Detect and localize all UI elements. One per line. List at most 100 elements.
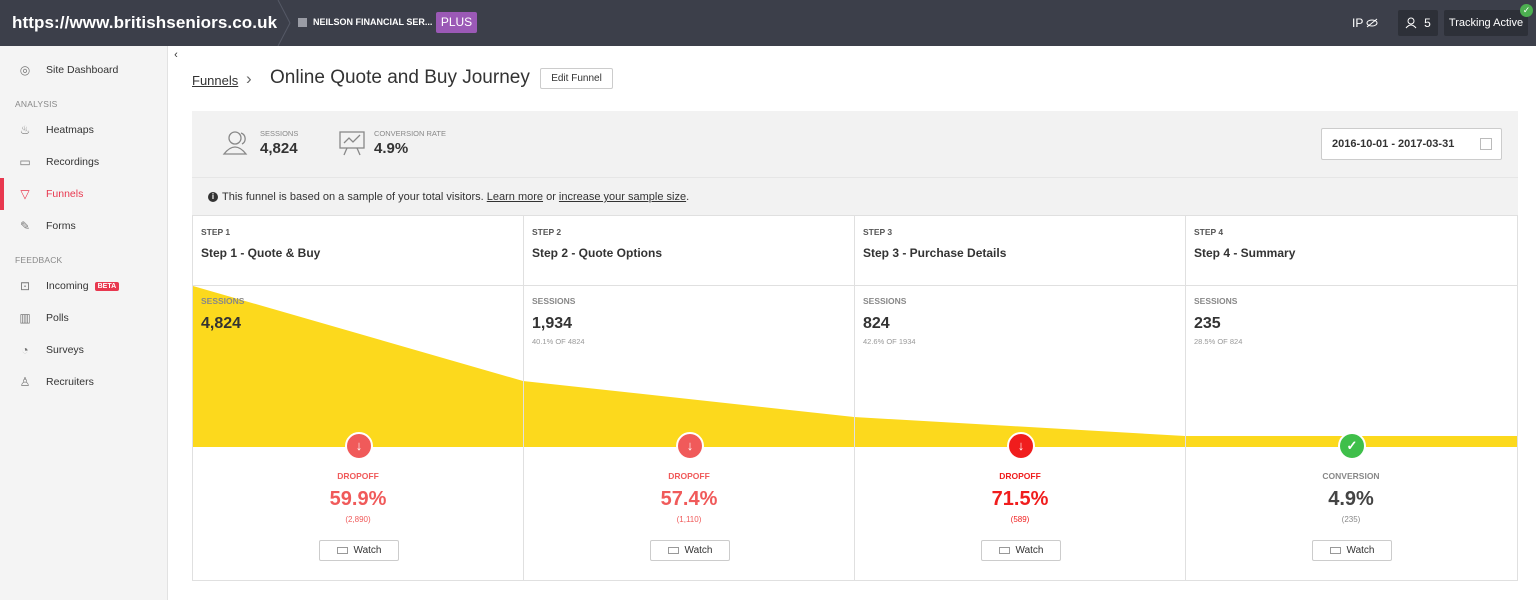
sessions-value: 824 bbox=[863, 315, 890, 332]
step-name: Step 2 - Quote Options bbox=[532, 246, 663, 260]
funnel-chart: STEP 1 Step 1 - Quote & Buy SESSIONS 4,8… bbox=[192, 215, 1518, 581]
watch-label: Watch bbox=[1015, 545, 1044, 556]
summary-bar: SESSIONS 4,824 CONVERSION RATE 4.9% bbox=[192, 111, 1518, 177]
sidebar-item-heatmaps[interactable]: ♨ Heatmaps bbox=[0, 114, 168, 146]
sample-notice-text: This funnel is based on a sample of your… bbox=[222, 191, 484, 203]
sessions-value: 235 bbox=[1194, 315, 1221, 332]
form-edit-icon: ✎ bbox=[19, 219, 31, 233]
sidebar-item-incoming[interactable]: ⊡ Incoming BETA bbox=[0, 270, 168, 302]
page-title: Online Quote and Buy Journey bbox=[270, 67, 530, 88]
eye-slash-icon bbox=[1366, 18, 1378, 28]
sidebar-item-label: Surveys bbox=[46, 344, 84, 356]
sidebar-item-polls[interactable]: ▥ Polls bbox=[0, 302, 168, 334]
sidebar: ◎ Site Dashboard ANALYSIS ♨ Heatmaps ▭ R… bbox=[0, 46, 168, 600]
edit-funnel-button[interactable]: Edit Funnel bbox=[540, 68, 613, 89]
user-icon: ♙ bbox=[19, 375, 31, 389]
sidebar-item-label: Funnels bbox=[46, 188, 84, 200]
sessions-value: 4,824 bbox=[260, 140, 298, 157]
sidebar-item-label: Incoming bbox=[46, 280, 89, 292]
conversion-count: (235) bbox=[1341, 515, 1361, 524]
info-icon: i bbox=[208, 192, 218, 202]
sessions-value: 4,824 bbox=[201, 315, 242, 332]
check-icon: ✓ bbox=[1338, 432, 1366, 460]
sidebar-item-dashboard[interactable]: ◎ Site Dashboard bbox=[0, 54, 168, 86]
camera-icon: ▭ bbox=[19, 155, 31, 169]
sessions-label: SESSIONS bbox=[532, 296, 576, 306]
watch-button[interactable]: Watch bbox=[1312, 540, 1392, 561]
sidebar-item-recordings[interactable]: ▭ Recordings bbox=[0, 146, 168, 178]
sidebar-item-surveys[interactable]: ◔ Surveys bbox=[0, 334, 168, 366]
sidebar-item-forms[interactable]: ✎ Forms bbox=[0, 210, 168, 242]
inbox-icon: ⊡ bbox=[19, 279, 31, 293]
watch-button[interactable]: Watch bbox=[650, 540, 730, 561]
step-divider bbox=[854, 216, 855, 580]
conversion-percent: 4.9% bbox=[1328, 488, 1374, 510]
beta-badge: BETA bbox=[94, 281, 120, 291]
watch-button[interactable]: Watch bbox=[981, 540, 1061, 561]
watch-label: Watch bbox=[684, 545, 713, 556]
sessions-percent: 42.6% OF 1934 bbox=[863, 337, 916, 346]
users-count: 5 bbox=[1424, 16, 1431, 30]
sidebar-item-recruiters[interactable]: ♙ Recruiters bbox=[0, 366, 168, 398]
sidebar-item-label: Site Dashboard bbox=[46, 64, 119, 76]
dropoff-label: DROPOFF bbox=[337, 471, 379, 481]
dropoff-label: DROPOFF bbox=[668, 471, 710, 481]
video-camera-icon bbox=[1329, 547, 1341, 554]
arrow-down-icon: ↓ bbox=[345, 432, 373, 460]
video-camera-icon bbox=[998, 547, 1010, 554]
arrow-down-icon: ↓ bbox=[1007, 432, 1035, 460]
date-range-value: 2016-10-01 - 2017-03-31 bbox=[1332, 138, 1455, 150]
step-name: Step 4 - Summary bbox=[1194, 246, 1296, 260]
conversion-rate-label: CONVERSION RATE bbox=[374, 129, 446, 138]
arrow-down-icon: ↓ bbox=[676, 432, 704, 460]
sessions-label: SESSIONS bbox=[260, 129, 299, 138]
sessions-label: SESSIONS bbox=[1194, 296, 1238, 306]
step-divider bbox=[523, 216, 524, 580]
step-number: STEP 3 bbox=[863, 227, 893, 237]
dropoff-label: DROPOFF bbox=[999, 471, 1041, 481]
sessions-label: SESSIONS bbox=[201, 296, 245, 306]
dropoff-count: (1,110) bbox=[676, 515, 702, 524]
organization-selector[interactable]: NEILSON FINANCIAL SER... bbox=[298, 17, 432, 27]
plan-badge[interactable]: PLUS bbox=[436, 12, 477, 33]
date-range-picker[interactable]: 2016-10-01 - 2017-03-31 bbox=[1321, 128, 1502, 160]
video-camera-icon bbox=[667, 547, 679, 554]
collapse-sidebar-chevron-icon[interactable]: ‹ bbox=[174, 49, 178, 61]
step-number: STEP 2 bbox=[532, 227, 562, 237]
video-camera-icon bbox=[336, 547, 348, 554]
watch-label: Watch bbox=[353, 545, 382, 556]
pie-chart-icon: ◔ bbox=[21, 343, 29, 357]
sidebar-item-label: Recordings bbox=[46, 156, 100, 168]
ip-label: IP bbox=[1352, 16, 1364, 30]
check-icon: ✓ bbox=[1520, 4, 1533, 17]
dropoff-percent: 57.4% bbox=[660, 488, 718, 510]
conversion-label: CONVERSION bbox=[1322, 471, 1380, 481]
chevron-right-icon: › bbox=[246, 69, 252, 88]
funnel-fill-area bbox=[193, 286, 1517, 447]
step-divider bbox=[1185, 216, 1186, 580]
funnel-area bbox=[193, 286, 1517, 447]
sidebar-item-funnels[interactable]: ▽ Funnels bbox=[0, 178, 168, 210]
users-button[interactable]: 5 bbox=[1398, 10, 1438, 36]
watch-button[interactable]: Watch bbox=[319, 540, 399, 561]
site-url[interactable]: https://www.britishseniors.co.uk bbox=[12, 13, 278, 32]
dropoff-count: (589) bbox=[1010, 515, 1030, 524]
ip-toggle[interactable]: IP bbox=[1352, 16, 1378, 30]
breadcrumb-funnels-link[interactable]: Funnels bbox=[192, 73, 239, 88]
sample-period: . bbox=[686, 191, 690, 203]
sample-notice: i This funnel is based on a sample of yo… bbox=[192, 177, 1518, 215]
building-icon bbox=[298, 17, 307, 27]
learn-more-link[interactable]: Learn more bbox=[486, 191, 544, 203]
conversion-rate-value: 4.9% bbox=[374, 140, 409, 157]
dashboard-icon: ◎ bbox=[19, 63, 31, 77]
bar-chart-icon: ▥ bbox=[19, 311, 31, 325]
funnel-icon: ▽ bbox=[20, 187, 30, 201]
step-name: Step 1 - Quote & Buy bbox=[201, 246, 321, 260]
top-bar: https://www.britishseniors.co.uk NEILSON… bbox=[0, 0, 1536, 46]
users-icon bbox=[1405, 17, 1417, 29]
sessions-value: 1,934 bbox=[532, 315, 573, 332]
increase-sample-link[interactable]: increase your sample size bbox=[558, 191, 687, 203]
tracking-status-button[interactable]: Tracking Active bbox=[1444, 10, 1528, 36]
topbar-separator bbox=[277, 0, 291, 46]
sessions-label: SESSIONS bbox=[863, 296, 907, 306]
